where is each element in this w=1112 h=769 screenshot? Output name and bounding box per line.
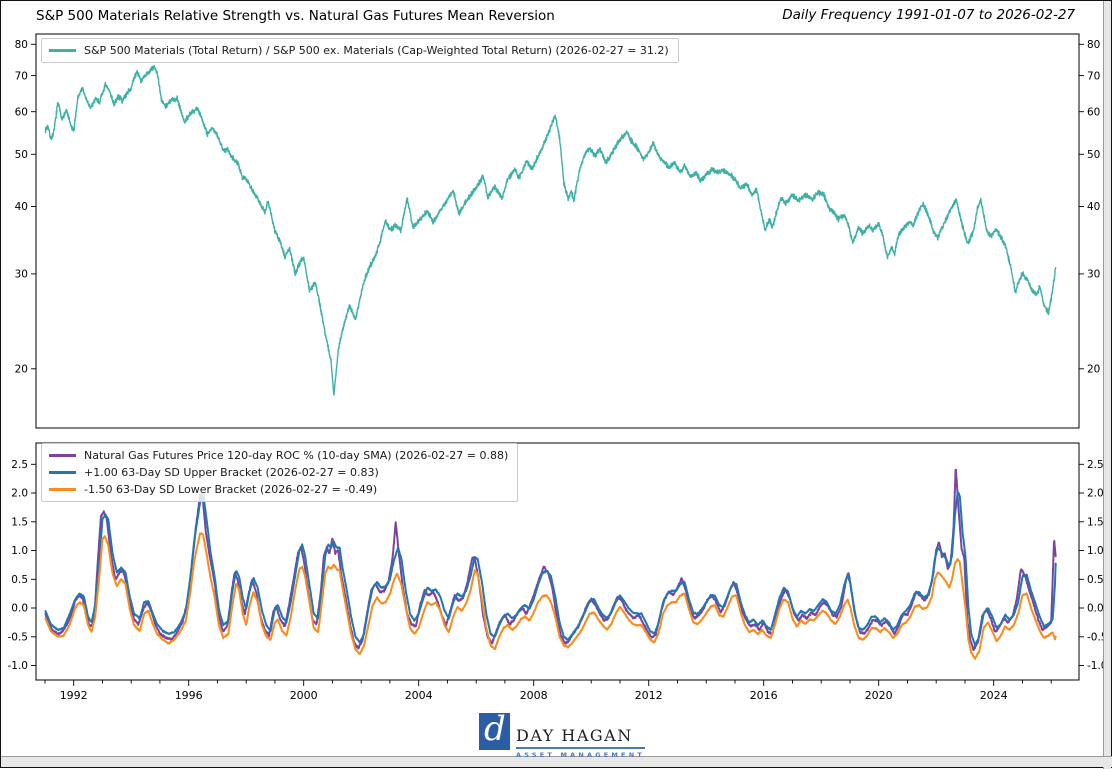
- svg-text:1.5: 1.5: [11, 517, 28, 529]
- svg-text:2000: 2000: [290, 689, 318, 702]
- svg-text:70: 70: [1087, 70, 1100, 82]
- svg-text:40: 40: [15, 201, 28, 213]
- svg-text:2016: 2016: [750, 689, 778, 702]
- svg-text:60: 60: [15, 106, 28, 118]
- svg-text:1.5: 1.5: [1087, 517, 1104, 529]
- svg-text:2.0: 2.0: [11, 488, 28, 500]
- top-legend: S&P 500 Materials (Total Return) / S&P 5…: [41, 38, 679, 64]
- logo-rule: [516, 746, 645, 749]
- legend-line-swatch-roc: [49, 454, 76, 458]
- legend-item-label: -1.50 63-Day SD Lower Bracket (2026-02-2…: [84, 483, 378, 497]
- svg-text:-1.0: -1.0: [8, 660, 29, 672]
- legend-item: S&P 500 Materials (Total Return) / S&P 5…: [49, 42, 669, 59]
- logo-text: DAY HAGAN ASSET MANAGEMENT: [516, 713, 645, 759]
- svg-text:-0.5: -0.5: [8, 632, 29, 644]
- logo-mark: d: [479, 709, 510, 750]
- svg-text:20: 20: [15, 364, 28, 376]
- legend-item-label: +1.00 63-Day SD Upper Bracket (2026-02-2…: [84, 466, 379, 480]
- legend-line-swatch-upper-bracket: [49, 471, 76, 475]
- logo-subtitle: ASSET MANAGEMENT: [516, 750, 645, 759]
- svg-text:40: 40: [1087, 201, 1100, 213]
- legend-item-label: S&P 500 Materials (Total Return) / S&P 5…: [84, 44, 669, 57]
- svg-text:2.5: 2.5: [1087, 459, 1104, 471]
- frequency-note: Daily Frequency 1991-01-07 to 2026-02-27: [782, 7, 1075, 23]
- svg-text:0.0: 0.0: [1087, 603, 1104, 615]
- svg-text:0.0: 0.0: [11, 603, 28, 615]
- svg-text:2004: 2004: [405, 689, 433, 702]
- window-edge-right: [1103, 1, 1111, 769]
- legend-item: +1.00 63-Day SD Upper Bracket (2026-02-2…: [49, 464, 508, 481]
- chart-title: S&P 500 Materials Relative Strength vs. …: [36, 8, 555, 24]
- legend-item: Natural Gas Futures Price 120-day ROC % …: [49, 447, 508, 464]
- legend-line-swatch-materials: [49, 49, 76, 53]
- bottom-legend: Natural Gas Futures Price 120-day ROC % …: [41, 443, 519, 503]
- svg-text:30: 30: [15, 269, 28, 281]
- svg-text:-0.5: -0.5: [1087, 632, 1108, 644]
- legend-item: -1.50 63-Day SD Lower Bracket (2026-02-2…: [49, 481, 508, 498]
- svg-text:50: 50: [1087, 149, 1100, 161]
- svg-text:2.5: 2.5: [11, 459, 28, 471]
- window-edge-bottom: [1, 756, 1112, 767]
- svg-text:2020: 2020: [865, 689, 893, 702]
- svg-text:50: 50: [15, 149, 28, 161]
- legend-line-swatch-lower-bracket: [49, 488, 76, 492]
- svg-text:2024: 2024: [980, 689, 1008, 702]
- svg-text:-1.0: -1.0: [1087, 660, 1108, 672]
- svg-text:0.5: 0.5: [1087, 574, 1104, 586]
- svg-text:2008: 2008: [520, 689, 548, 702]
- svg-text:60: 60: [1087, 106, 1100, 118]
- svg-text:2.0: 2.0: [1087, 488, 1104, 500]
- svg-text:1.0: 1.0: [11, 545, 28, 557]
- svg-text:20: 20: [1087, 364, 1100, 376]
- svg-text:2012: 2012: [635, 689, 663, 702]
- svg-text:30: 30: [1087, 269, 1100, 281]
- svg-text:80: 80: [15, 39, 28, 51]
- svg-text:1996: 1996: [175, 689, 203, 702]
- svg-text:1992: 1992: [60, 689, 88, 702]
- company-logo: d DAY HAGAN ASSET MANAGEMENT: [479, 709, 645, 759]
- svg-text:1.0: 1.0: [1087, 545, 1104, 557]
- legend-item-label: Natural Gas Futures Price 120-day ROC % …: [84, 449, 509, 462]
- logo-name: DAY HAGAN: [516, 726, 633, 745]
- svg-text:70: 70: [15, 70, 28, 82]
- logo-monogram: d: [484, 709, 506, 749]
- svg-text:80: 80: [1087, 39, 1100, 51]
- svg-text:0.5: 0.5: [11, 574, 28, 586]
